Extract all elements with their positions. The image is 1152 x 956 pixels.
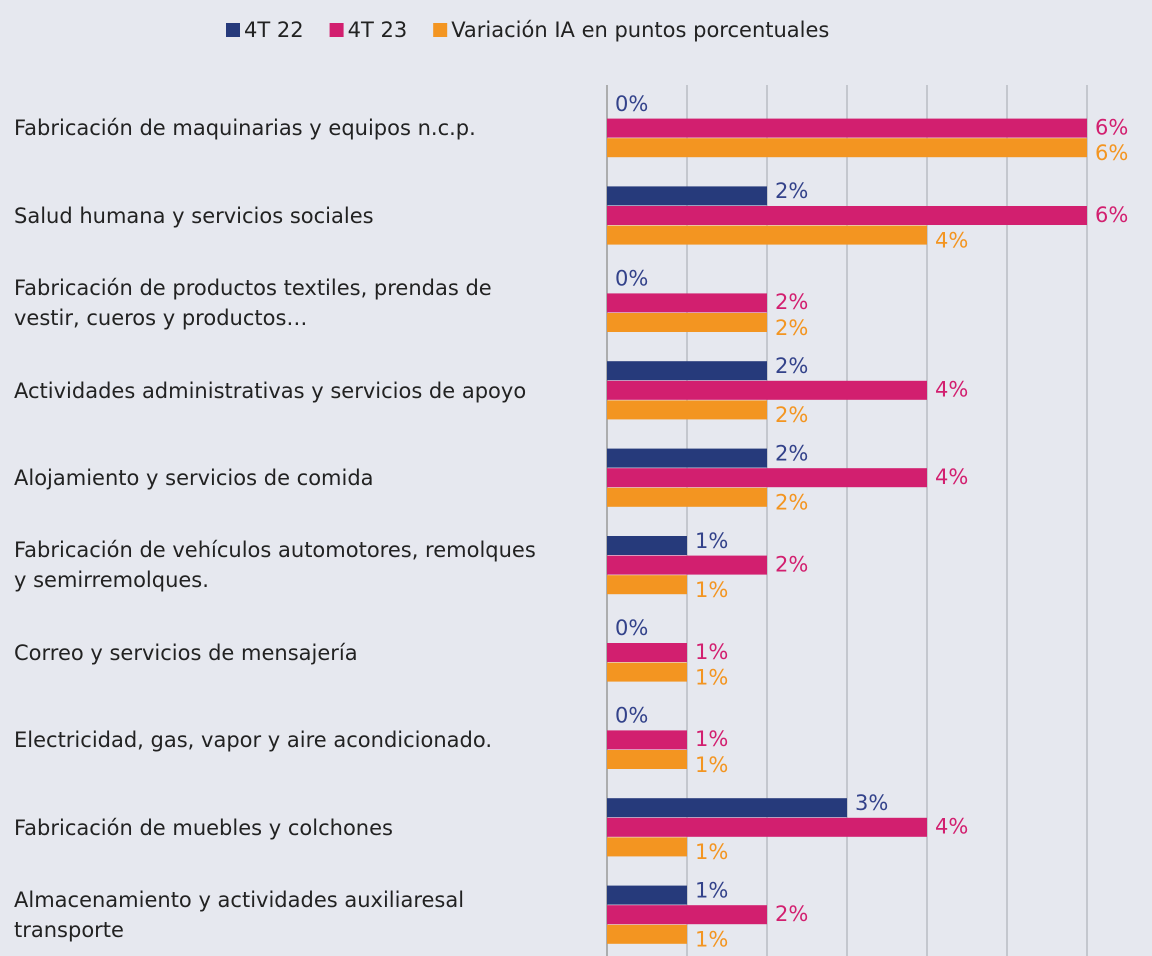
category-label: Almacenamiento y actividades auxiliaresa…: [14, 888, 465, 942]
bar: [607, 448, 767, 468]
value-label: 1%: [695, 840, 728, 864]
bar: [607, 924, 687, 944]
value-label: 2%: [775, 552, 808, 576]
bar: [607, 730, 687, 750]
value-label: 3%: [855, 791, 888, 815]
bar: [607, 555, 767, 575]
bar: [607, 118, 1087, 138]
value-label: 1%: [695, 753, 728, 777]
value-label: 2%: [775, 902, 808, 926]
value-label: 1%: [695, 578, 728, 602]
category-label: Fabricación de vehículos automotores, re…: [14, 538, 536, 593]
value-label: 6%: [1095, 203, 1128, 227]
value-label: 4%: [935, 465, 968, 489]
legend-swatch: [226, 23, 240, 37]
bar: [607, 138, 1087, 158]
value-label: 2%: [775, 316, 808, 340]
bar: [607, 798, 847, 818]
legend-swatch: [433, 23, 448, 37]
value-label: 2%: [775, 491, 808, 515]
legend-label: 4T 22: [244, 18, 304, 42]
value-label: 0%: [615, 704, 648, 728]
legend-label: 4T 23: [348, 18, 408, 42]
category-label: Electricidad, gas, vapor y aire acondici…: [14, 728, 493, 753]
bar: [607, 206, 1087, 225]
value-label: 2%: [775, 179, 808, 203]
value-label: 0%: [615, 616, 648, 640]
bar: [607, 750, 687, 769]
value-label: 1%: [695, 878, 728, 902]
value-label: 4%: [935, 815, 968, 839]
category-label: Salud humana y servicios sociales: [14, 203, 374, 228]
bar: [607, 837, 687, 857]
category-label: Actividades administrativas y servicios …: [14, 378, 527, 403]
value-label: 4%: [935, 228, 968, 252]
value-label: 6%: [1095, 141, 1128, 165]
value-label: 2%: [775, 403, 808, 427]
bar: [607, 361, 767, 381]
value-label: 1%: [695, 727, 728, 751]
bar: [607, 885, 687, 905]
value-label: 1%: [695, 928, 728, 952]
bar: [607, 313, 767, 332]
value-label: 0%: [615, 92, 648, 116]
bar: [607, 186, 767, 206]
category-label: Fabricación de productos textiles, prend…: [14, 276, 492, 331]
legend-label: Variación IA en puntos porcentuales: [451, 18, 829, 42]
value-label: 4%: [935, 378, 968, 402]
bar: [607, 380, 927, 400]
bar: [607, 400, 767, 420]
bar: [607, 487, 767, 507]
bar: [607, 817, 927, 837]
bar: [607, 536, 687, 555]
value-label: 6%: [1095, 115, 1128, 139]
value-label: 2%: [775, 441, 808, 465]
bar: [607, 225, 927, 245]
bar: [607, 293, 767, 313]
category-label: Correo y servicios de mensajería: [14, 640, 358, 665]
bar: [607, 662, 687, 682]
category-label: Fabricación de maquinarias y equipos n.c…: [14, 116, 476, 141]
value-label: 2%: [775, 354, 808, 378]
value-label: 0%: [615, 267, 648, 291]
bar: [607, 643, 687, 662]
value-label: 1%: [695, 640, 728, 664]
legend-swatch: [329, 23, 344, 37]
bar: [607, 468, 927, 488]
category-label: Alojamiento y servicios de comida: [14, 466, 374, 490]
bar: [607, 905, 767, 925]
value-label: 2%: [775, 290, 808, 314]
value-label: 1%: [695, 529, 728, 553]
bar: [607, 575, 687, 595]
value-label: 1%: [695, 665, 728, 689]
category-label: Fabricación de muebles y colchones: [14, 815, 393, 840]
